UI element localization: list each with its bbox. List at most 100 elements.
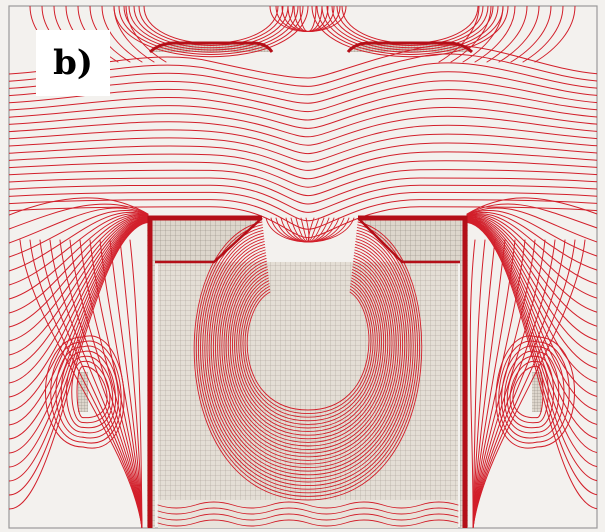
field-line-101 xyxy=(466,221,597,509)
field-line-167 xyxy=(221,257,395,454)
field-line-74 xyxy=(9,215,149,328)
field-line-130 xyxy=(19,239,143,528)
field-line-158 xyxy=(202,232,414,487)
field-line-123 xyxy=(82,340,122,444)
field-line-91 xyxy=(466,219,597,439)
field-line-121 xyxy=(501,345,538,439)
field-line-64 xyxy=(9,209,149,258)
field-line-15 xyxy=(9,177,597,205)
field-line-50 xyxy=(125,6,167,63)
field-line-145 xyxy=(472,239,516,528)
field-line-90 xyxy=(9,219,149,440)
field-line-85 xyxy=(466,218,597,397)
field-line-88 xyxy=(9,219,149,426)
field-line-176 xyxy=(240,283,376,422)
field-line-78 xyxy=(9,217,149,356)
field-line-117 xyxy=(504,350,538,434)
field-line-127 xyxy=(82,335,125,449)
field-line-70 xyxy=(9,214,149,300)
field-line-169 xyxy=(225,263,391,447)
field-line-143 xyxy=(472,239,526,528)
field-line-160 xyxy=(206,238,410,479)
field-line-128 xyxy=(536,336,575,448)
field-line-133 xyxy=(472,239,576,528)
field-line-22 xyxy=(138,6,284,46)
field-line-71 xyxy=(466,214,597,299)
field-line-132 xyxy=(29,239,143,528)
field-line-105 xyxy=(512,365,538,419)
field-line-140 xyxy=(69,239,143,528)
field-line-84 xyxy=(9,218,149,398)
field-line-86 xyxy=(9,219,149,412)
field-line-28 xyxy=(123,6,299,53)
field-line-103 xyxy=(82,365,108,419)
field-line-178 xyxy=(244,288,372,415)
field-line-7 xyxy=(9,106,597,138)
dense-field-walls xyxy=(147,41,474,528)
field-line-179 xyxy=(246,291,370,411)
field-line-146 xyxy=(99,239,143,528)
field-line-162 xyxy=(210,243,406,472)
field-line-189 xyxy=(157,501,459,509)
field-line-25 xyxy=(331,6,489,49)
field-line-58 xyxy=(9,197,149,216)
field-line-69 xyxy=(466,213,597,285)
field-line-17 xyxy=(9,191,597,222)
field-line-87 xyxy=(466,219,597,411)
field-line-131 xyxy=(472,239,586,528)
field-line-124 xyxy=(536,341,570,443)
field-line-73 xyxy=(466,215,597,313)
field-line-173 xyxy=(234,274,382,433)
field-line-137 xyxy=(472,239,556,528)
field-line-66 xyxy=(9,211,149,272)
field-line-12 xyxy=(9,151,597,180)
field-line-13 xyxy=(9,160,597,188)
field-line-190 xyxy=(157,507,459,515)
field-line-134 xyxy=(39,239,143,528)
field-line-115 xyxy=(82,350,116,434)
field-line-48 xyxy=(113,6,155,63)
field-line-151 xyxy=(472,239,486,528)
field-line-5 xyxy=(9,89,597,121)
field-line-157 xyxy=(200,229,416,490)
field-line-154 xyxy=(193,221,423,501)
field-line-174 xyxy=(236,277,380,429)
field-line-60 xyxy=(9,203,149,230)
field-line-175 xyxy=(238,280,378,425)
field-line-61 xyxy=(466,203,597,229)
field-line-138 xyxy=(59,239,143,528)
panel-label: b) xyxy=(36,30,110,96)
field-line-1 xyxy=(9,53,597,87)
field-line-155 xyxy=(195,224,421,497)
field-line-142 xyxy=(79,239,143,528)
field-line-136 xyxy=(49,239,143,528)
field-line-26 xyxy=(128,6,294,51)
field-line-68 xyxy=(9,213,149,286)
field-line-113 xyxy=(506,356,538,428)
field-line-116 xyxy=(536,351,560,433)
field-line-63 xyxy=(466,207,597,243)
field-line-153 xyxy=(469,239,476,528)
field-line-165 xyxy=(217,252,399,461)
field-line-49 xyxy=(450,6,492,63)
field-line-43 xyxy=(486,6,528,63)
field-line-188 xyxy=(305,217,315,243)
field-line-135 xyxy=(472,239,566,528)
field-lines xyxy=(9,6,597,528)
field-line-94 xyxy=(9,220,149,468)
field-line-89 xyxy=(466,219,597,425)
field-line-111 xyxy=(82,356,114,428)
field-line-65 xyxy=(466,209,597,257)
field-line-0 xyxy=(9,44,597,79)
field-line-170 xyxy=(227,266,389,443)
field-line-9 xyxy=(9,124,597,155)
field-line-45 xyxy=(474,6,516,63)
field-line-104 xyxy=(536,365,544,419)
field-line-93 xyxy=(466,220,597,453)
field-line-114 xyxy=(60,351,84,433)
field-line-3 xyxy=(9,71,597,104)
field-line-141 xyxy=(472,239,536,528)
field-line-72 xyxy=(9,215,149,314)
